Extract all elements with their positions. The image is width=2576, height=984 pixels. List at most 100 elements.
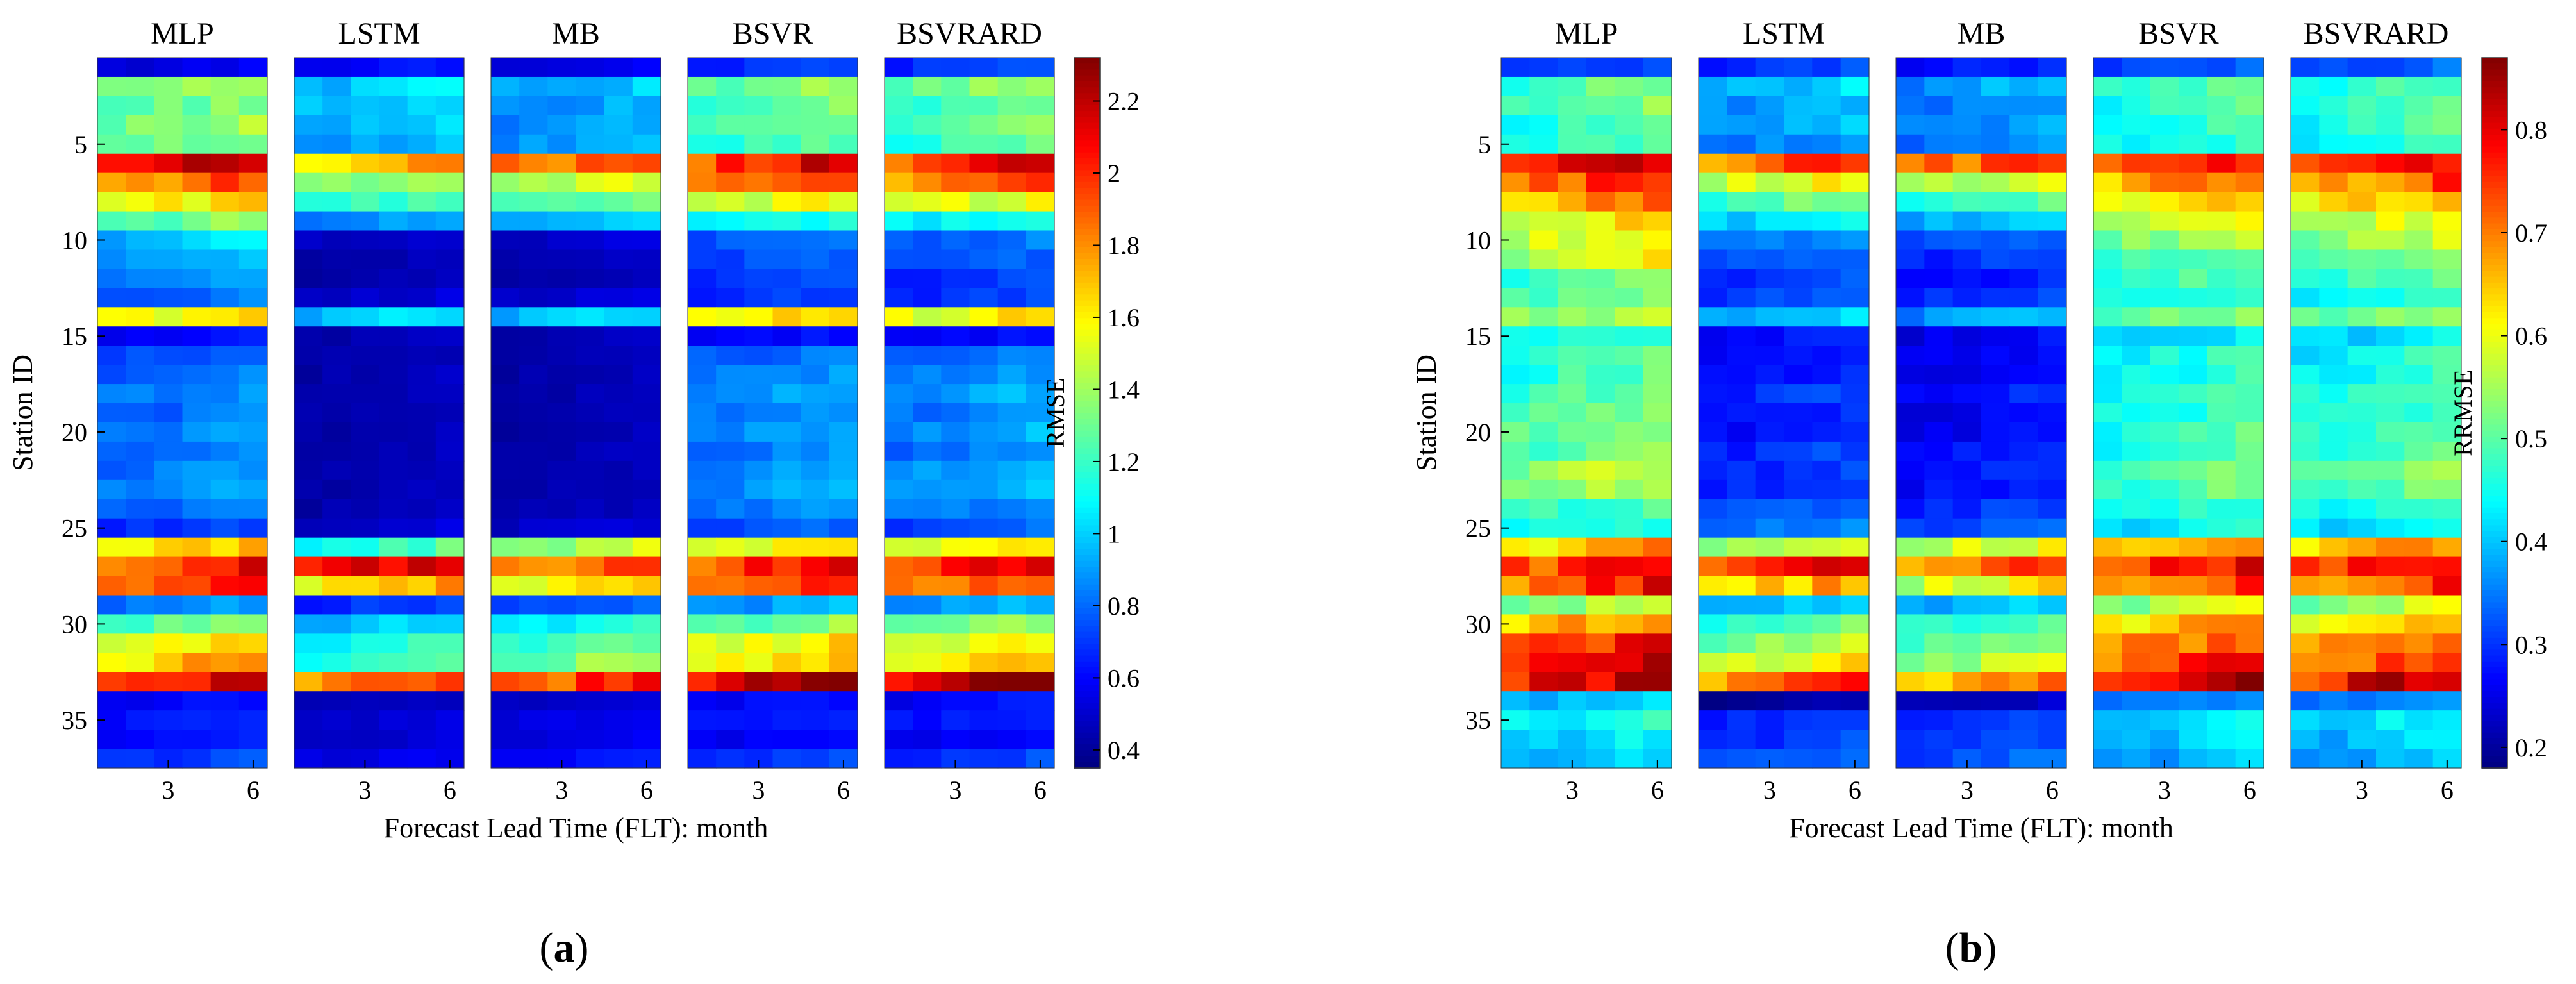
- heatmap-cell: [632, 346, 661, 365]
- heatmap-cell: [1981, 307, 2010, 327]
- heatmap-cell: [1615, 749, 1644, 769]
- heatmap-cell: [688, 96, 717, 116]
- heatmap-cell: [604, 749, 633, 769]
- heatmap-cell: [2093, 134, 2122, 154]
- heatmap-cell: [2404, 192, 2434, 212]
- heatmap-cell: [1501, 653, 1530, 672]
- heatmap-cell: [1727, 595, 1756, 615]
- heatmap-cell: [1529, 115, 1559, 135]
- heatmap-cell: [351, 672, 380, 692]
- heatmap-cell: [772, 730, 802, 749]
- colorbar-segment: [2482, 122, 2507, 129]
- heatmap-cell: [126, 556, 154, 577]
- heatmap-cell: [576, 365, 605, 385]
- colorbar-segment: [1074, 620, 1100, 627]
- heatmap-cell: [2093, 211, 2122, 231]
- heatmap-cell: [1952, 58, 1982, 78]
- heatmap-cell: [2122, 556, 2151, 577]
- heatmap-cell: [1643, 365, 1672, 385]
- heatmap-cell: [716, 633, 745, 653]
- heatmap-cell: [1501, 153, 1530, 174]
- colorbar-segment: [1074, 732, 1100, 739]
- heatmap-cell: [1981, 403, 2010, 423]
- heatmap-cell: [519, 730, 548, 749]
- heatmap-cell: [435, 633, 465, 653]
- heatmap-cell: [2291, 384, 2320, 404]
- heatmap-cell: [1981, 115, 2010, 135]
- heatmap-cell: [885, 518, 913, 538]
- heatmap-cell: [885, 403, 913, 423]
- heatmap-cell: [1896, 134, 1925, 154]
- heatmap-cell: [576, 96, 605, 116]
- heatmap-cell: [801, 307, 830, 327]
- heatmap-cell: [576, 230, 605, 251]
- heatmap-cell: [491, 595, 520, 615]
- heatmap-cell: [154, 633, 183, 653]
- heatmap-cell: [2122, 730, 2151, 749]
- heatmap-cell: [772, 479, 802, 500]
- heatmap-cell: [969, 365, 999, 385]
- heatmap-cell: [491, 576, 520, 596]
- colorbar-segment: [2482, 442, 2507, 449]
- colorbar-border: [2481, 57, 2508, 769]
- heatmap-cell: [2009, 749, 2039, 769]
- heatmap-cell: [1896, 672, 1925, 692]
- heatmap-cell: [1026, 230, 1055, 251]
- heatmap-cell: [941, 172, 970, 193]
- heatmap-cell: [2432, 460, 2462, 481]
- heatmap-cell: [2291, 441, 2320, 462]
- heatmap-cell: [435, 230, 465, 251]
- heatmap-cell: [2093, 460, 2122, 481]
- heatmap-cell: [1755, 672, 1784, 692]
- heatmap-cell: [2347, 595, 2377, 615]
- colorbar-segment: [1074, 590, 1100, 597]
- heatmap-cell: [2319, 96, 2348, 116]
- heatmap-cell: [1896, 460, 1925, 481]
- heatmap-cell: [210, 633, 240, 653]
- heatmap-cell: [2319, 595, 2348, 615]
- heatmap-cell: [1952, 653, 1982, 672]
- colorbar-segment: [1074, 478, 1100, 485]
- heatmap-cell: [2038, 653, 2067, 672]
- heatmap-cell: [688, 537, 717, 558]
- heatmap-cell: [632, 518, 661, 538]
- heatmap-cell: [1812, 58, 1841, 78]
- heatmap-cell: [491, 172, 520, 193]
- heatmap-cell: [1026, 614, 1055, 634]
- heatmap-cell: [547, 96, 577, 116]
- heatmap-cell: [491, 211, 520, 231]
- heatmap-cell: [941, 365, 970, 385]
- heatmap-cell: [2404, 134, 2434, 154]
- heatmap-cell: [688, 384, 717, 404]
- heatmap-cell: [744, 76, 774, 97]
- colorbar-segment: [2482, 335, 2507, 342]
- heatmap-cell: [941, 192, 970, 212]
- heatmap-cell: [941, 499, 970, 519]
- heatmap-cell: [210, 192, 240, 212]
- heatmap-cell: [913, 230, 942, 251]
- heatmap-cell: [1699, 288, 1727, 308]
- heatmap-cell: [1952, 672, 1982, 692]
- heatmap-cell: [322, 211, 351, 231]
- heatmap-cell: [772, 653, 802, 672]
- colorbar-tick-label: 0.5: [2515, 424, 2547, 453]
- heatmap-cell: [126, 653, 154, 672]
- colorbar-segment: [2482, 229, 2507, 236]
- heatmap-cell: [801, 672, 830, 692]
- heatmap-cell: [2150, 556, 2179, 577]
- heatmap-cell: [351, 614, 380, 634]
- heatmap-cell: [1952, 576, 1982, 596]
- heatmap-cell: [1840, 403, 1870, 423]
- heatmap-cell: [2376, 710, 2405, 730]
- panel-label-open: (: [1945, 924, 1959, 971]
- colorbar-segment: [2482, 87, 2507, 94]
- heatmap-block-mb: [1895, 57, 2067, 769]
- colorbar-segment: [1074, 501, 1100, 508]
- heatmap-cell: [716, 269, 745, 288]
- heatmap-cell: [2122, 307, 2151, 327]
- heatmap-cell: [1529, 614, 1559, 634]
- colorbar-segment: [2482, 436, 2507, 443]
- heatmap-cell: [1529, 576, 1559, 596]
- heatmap-cell: [2235, 326, 2264, 346]
